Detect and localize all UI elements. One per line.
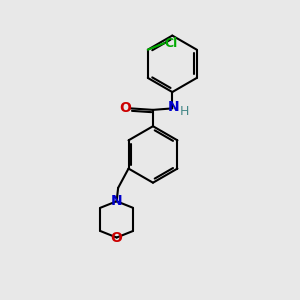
Text: O: O bbox=[119, 101, 131, 116]
Text: Cl: Cl bbox=[164, 37, 177, 50]
Text: H: H bbox=[180, 106, 190, 118]
Text: O: O bbox=[111, 231, 123, 245]
Text: N: N bbox=[111, 194, 122, 208]
Text: N: N bbox=[168, 100, 180, 114]
